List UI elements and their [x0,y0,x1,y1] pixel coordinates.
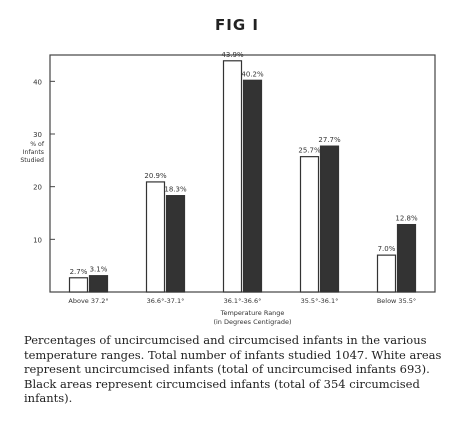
bar-uncircumcised [222,60,243,293]
x-tick-label: Above 37.2° [68,297,108,305]
bar-uncircumcised [376,254,397,293]
x-tick-label: 36.1°-36.6° [224,297,262,305]
figure-title: FIG I [215,16,259,34]
data-label: 18.3% [164,186,187,194]
bar-circumcised [88,275,109,293]
y-axis-label-line: Infants [23,149,44,156]
data-label: 25.7% [298,147,321,155]
bar-circumcised [242,79,263,293]
bar-circumcised [319,145,340,293]
data-label: 20.9% [144,172,167,180]
data-label: 12.8% [395,215,418,223]
bar-uncircumcised [68,277,89,293]
y-axis-label-line: Studied [20,157,44,164]
bar-circumcised [396,223,417,293]
y-tick-label: 30 [33,131,42,139]
figure-caption: Percentages of uncircumcised and circumc… [24,333,442,405]
data-label: 40.2% [241,70,264,78]
bar-circumcised [165,195,186,293]
data-label: 3.1% [90,266,108,274]
x-tick-label: 35.5°-36.1° [301,297,339,305]
x-axis-label-line: Temperature Range [220,309,285,317]
y-tick-label: 40 [33,78,42,86]
plot-frame [49,54,436,293]
data-label: 2.7% [70,268,88,276]
bar-uncircumcised [299,156,320,293]
x-axis-label-line: (in Degrees Centigrade) [213,318,291,326]
y-tick-label: 10 [33,236,42,244]
x-tick-label: 36.6°-37.1° [147,297,185,305]
data-label: 27.7% [318,136,341,144]
bar-uncircumcised [145,181,166,293]
y-tick-label: 20 [33,184,42,192]
x-tick-label: Below 35.5° [377,297,416,305]
y-axis-label-line: % of [30,141,45,148]
data-label: 7.0% [378,245,396,253]
data-label: 43.9% [221,51,244,59]
